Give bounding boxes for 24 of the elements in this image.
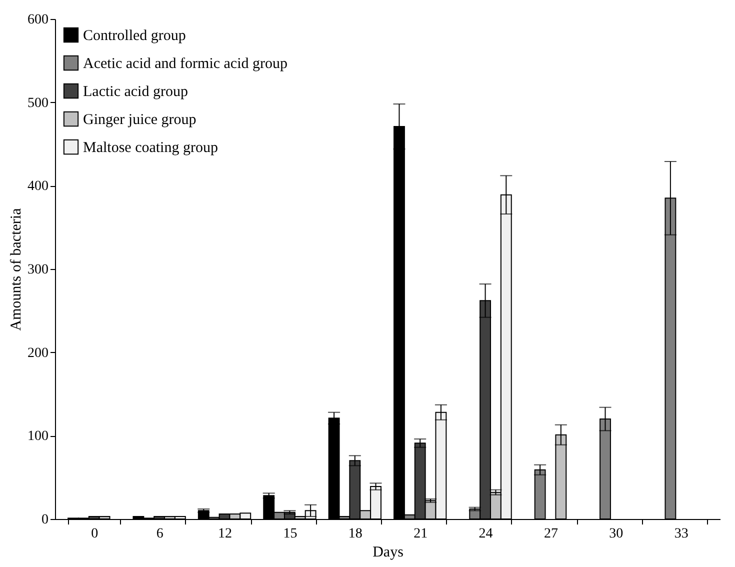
legend-label: Ginger juice group bbox=[83, 112, 196, 128]
y-tick-label: 300 bbox=[28, 262, 48, 278]
y-axis-title: Amounts of bacteria bbox=[8, 208, 24, 331]
x-tick-label: 27 bbox=[544, 526, 558, 542]
x-tick-label: 24 bbox=[478, 526, 493, 542]
legend-label: Maltose coating group bbox=[83, 140, 218, 156]
legend-label: Acetic acid and formic acid group bbox=[83, 56, 288, 72]
x-tick-label: 6 bbox=[156, 526, 164, 542]
y-tick-label: 600 bbox=[28, 12, 48, 28]
x-axis-title: Days bbox=[372, 544, 404, 560]
x-tick-label: 30 bbox=[609, 526, 624, 542]
y-tick-label: 400 bbox=[28, 179, 48, 194]
legend-label: Controlled group bbox=[83, 28, 186, 44]
x-tick-label: 15 bbox=[283, 526, 298, 542]
y-tick-label: 0 bbox=[42, 512, 48, 528]
x-tick-label: 33 bbox=[674, 526, 688, 542]
x-tick-label: 18 bbox=[348, 526, 362, 542]
y-tick-label: 200 bbox=[28, 346, 48, 361]
y-tick-label: 500 bbox=[28, 96, 48, 111]
x-tick-label: 21 bbox=[414, 526, 428, 542]
legend-label: Lactic acid group bbox=[83, 84, 188, 100]
x-tick-label: 0 bbox=[91, 526, 98, 542]
y-tick-label: 100 bbox=[28, 429, 48, 444]
x-tick-label: 12 bbox=[218, 526, 232, 542]
